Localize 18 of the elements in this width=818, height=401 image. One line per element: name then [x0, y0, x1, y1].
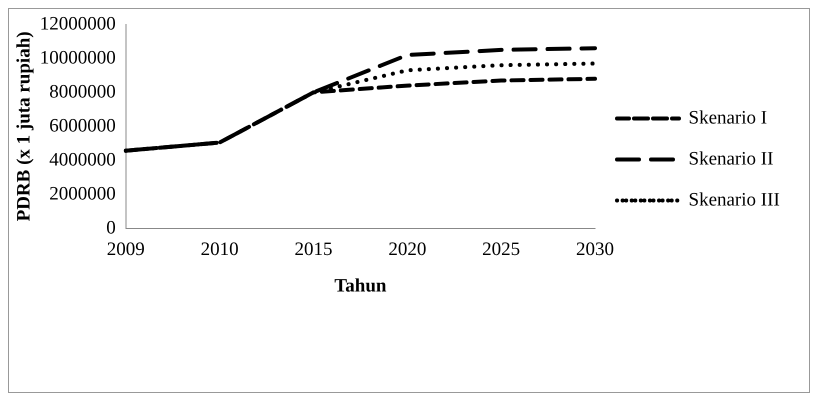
x-axis-title: Tahun — [334, 276, 387, 297]
legend-label: Skenario III — [688, 189, 780, 210]
x-tick-label: 2015 — [294, 238, 332, 260]
x-tick-label: 2009 — [106, 238, 145, 260]
x-tick-label: 2010 — [200, 238, 239, 260]
legend-label: Skenario II — [688, 148, 774, 170]
x-tick-label: 2020 — [388, 238, 426, 260]
y-tick-label: 8000000 — [49, 81, 116, 102]
y-tick-label: 4000000 — [49, 149, 116, 170]
y-tick-label: 10000000 — [40, 47, 116, 68]
legend-label: Skenario I — [688, 107, 768, 128]
x-tick-label: 2025 — [482, 238, 520, 260]
y-tick-label: 2000000 — [49, 183, 116, 204]
y-axis-title: PDRB (x 1 juta rupiah) — [13, 31, 34, 222]
y-tick-label: 12000000 — [40, 13, 116, 34]
x-tick-label: 2030 — [576, 238, 614, 260]
y-tick-label: 0 — [106, 217, 116, 238]
y-tick-label: 6000000 — [49, 115, 116, 136]
